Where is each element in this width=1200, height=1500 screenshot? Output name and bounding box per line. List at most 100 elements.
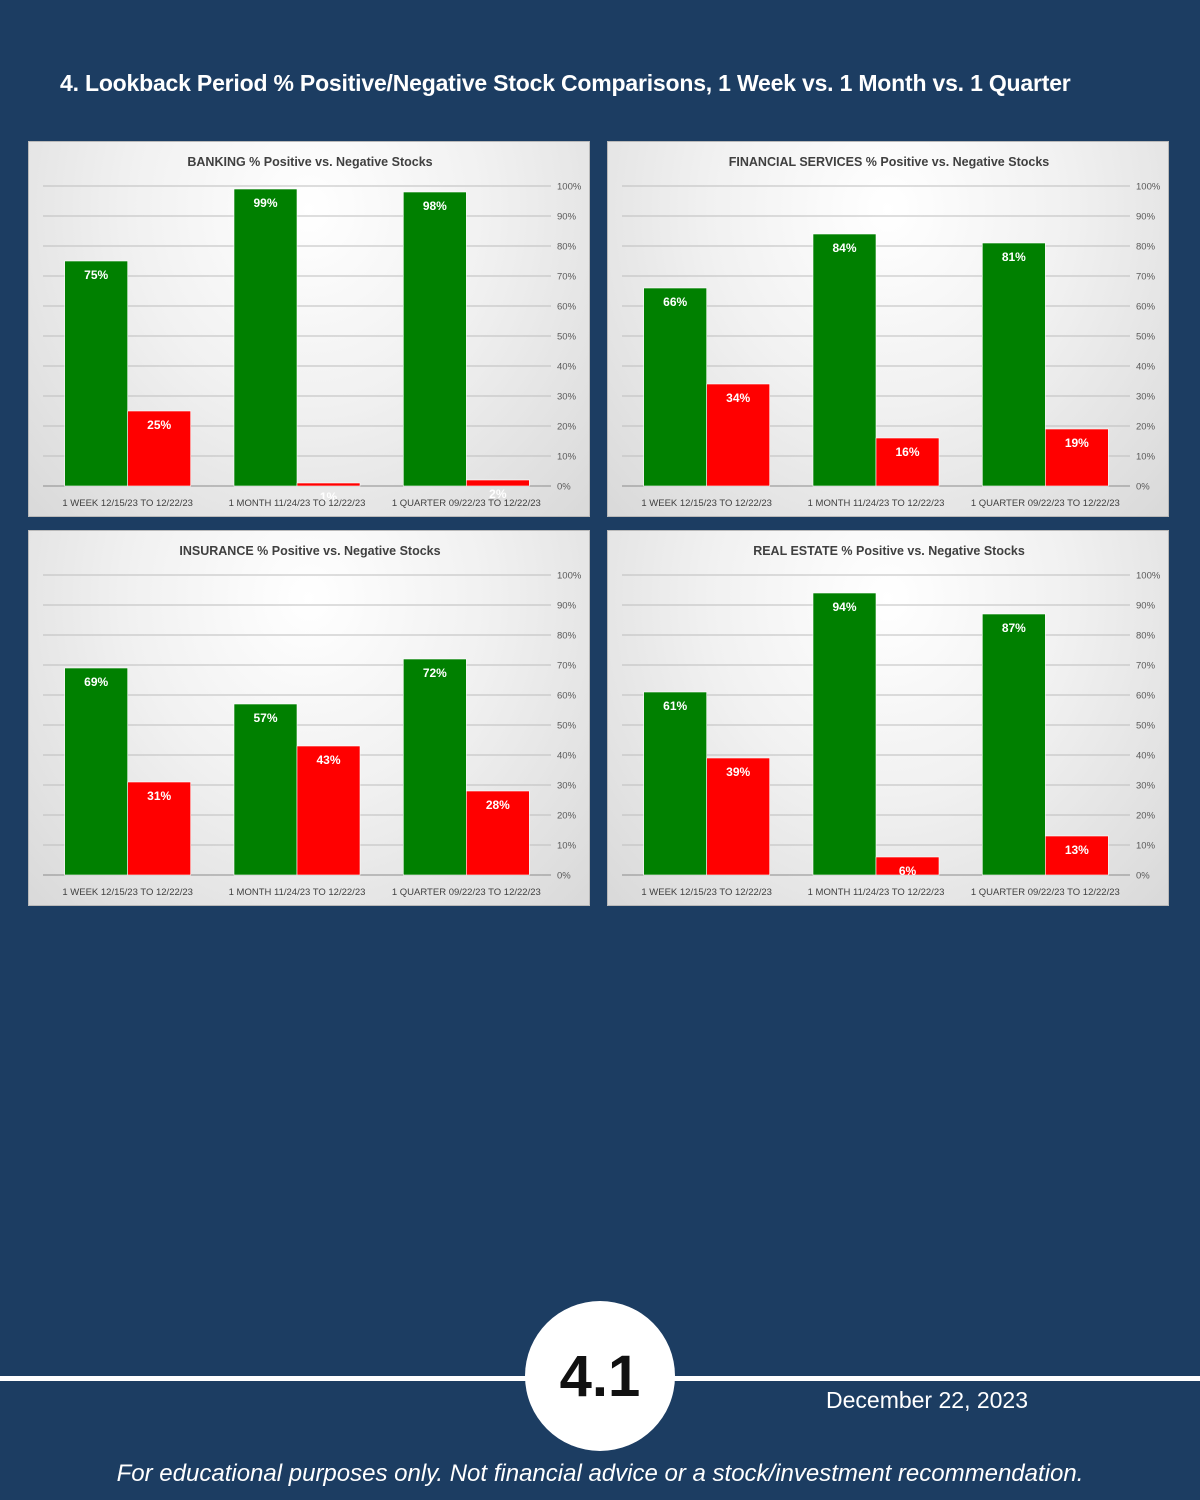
data-label: 6% [899,864,917,878]
y-tick-label: 90% [1136,601,1156,612]
y-tick-label: 80% [557,242,577,253]
positive-bar [812,233,877,487]
y-tick-label: 30% [1136,392,1156,403]
positive-bar [982,242,1046,487]
negative-bar [706,383,770,487]
y-tick-label: 50% [557,721,577,732]
data-label: 19% [1065,436,1089,450]
y-tick-label: 60% [1136,302,1156,313]
x-tick-label: 1 QUARTER 09/22/23 TO 12/22/23 [392,887,541,898]
y-tick-label: 10% [557,841,577,852]
x-tick-label: 1 QUARTER 09/22/23 TO 12/22/23 [971,887,1120,898]
data-label: 28% [486,798,510,812]
x-tick-label: 1 WEEK 12/15/23 TO 12/22/23 [641,498,772,509]
x-tick-label: 1 MONTH 11/24/23 TO 12/22/23 [808,887,945,898]
y-tick-label: 50% [557,332,577,343]
positive-bar [643,287,707,487]
negative-bar [296,745,361,876]
data-label: 87% [1002,621,1026,635]
y-tick-label: 20% [557,811,577,822]
data-label: 2% [489,487,507,501]
chart-panel-banking: BANKING % Positive vs. Negative Stocks 0%… [28,141,590,517]
negative-bar [466,479,530,487]
x-tick-label: 1 WEEK 12/15/23 TO 12/22/23 [641,887,772,898]
chart-svg: FINANCIAL SERVICES % Positive vs. Negati… [622,155,1161,509]
data-label: 25% [147,418,171,432]
y-tick-label: 50% [1136,721,1156,732]
y-tick-label: 100% [1136,182,1161,193]
data-label: 66% [663,295,687,309]
y-tick-label: 0% [1136,871,1150,882]
y-tick-label: 90% [557,212,577,223]
y-tick-label: 80% [557,631,577,642]
y-tick-label: 10% [1136,841,1156,852]
y-tick-label: 30% [1136,781,1156,792]
report-date: December 22, 2023 [826,1387,1029,1413]
y-tick-label: 10% [1136,452,1156,463]
chart-title: BANKING % Positive vs. Negative Stocks [187,155,432,169]
chart-title: INSURANCE % Positive vs. Negative Stocks [179,544,440,558]
data-label: 98% [423,199,447,213]
data-label: 75% [84,268,108,282]
data-label: 84% [832,241,856,255]
positive-bar [64,260,128,487]
y-tick-label: 60% [557,691,577,702]
y-tick-label: 70% [1136,272,1156,283]
negative-bar [875,437,940,487]
x-tick-label: 1 MONTH 11/24/23 TO 12/22/23 [808,498,945,509]
negative-bar [875,856,940,876]
chart-panel-financial-services: FINANCIAL SERVICES % Positive vs. Negati… [607,141,1169,517]
positive-bar [403,658,467,876]
x-tick-label: 1 WEEK 12/15/23 TO 12/22/23 [62,887,193,898]
y-tick-label: 30% [557,392,577,403]
data-label: 99% [253,196,277,210]
chart-panel-insurance: INSURANCE % Positive vs. Negative Stocks… [28,530,590,906]
positive-bar [982,613,1046,876]
y-tick-label: 70% [1136,661,1156,672]
y-tick-label: 10% [557,452,577,463]
y-tick-label: 100% [557,571,582,582]
data-label: 16% [895,445,919,459]
chart-panel-real-estate: REAL ESTATE % Positive vs. Negative Stoc… [607,530,1169,906]
positive-bar [233,188,298,487]
y-tick-label: 70% [557,661,577,672]
y-tick-label: 40% [557,751,577,762]
y-tick-label: 50% [1136,332,1156,343]
y-tick-label: 80% [1136,631,1156,642]
y-tick-label: 20% [1136,422,1156,433]
positive-bar [64,667,128,876]
data-label: 34% [726,391,750,405]
chart-svg: BANKING % Positive vs. Negative Stocks 0%… [43,155,582,509]
y-tick-label: 80% [1136,242,1156,253]
y-tick-label: 40% [1136,751,1156,762]
data-label: 81% [1002,250,1026,264]
data-label: 57% [253,711,277,725]
negative-bar [127,410,191,487]
chart-title: REAL ESTATE % Positive vs. Negative Stoc… [753,544,1025,558]
data-label: 39% [726,765,750,779]
x-tick-label: 1 WEEK 12/15/23 TO 12/22/23 [62,498,193,509]
y-tick-label: 60% [1136,691,1156,702]
data-label: 1% [320,490,338,504]
x-tick-label: 1 MONTH 11/24/23 TO 12/22/23 [229,498,366,509]
y-tick-label: 100% [557,182,582,193]
negative-bar [127,781,191,876]
y-tick-label: 60% [557,302,577,313]
negative-bar [296,482,361,487]
y-tick-label: 70% [557,272,577,283]
x-tick-label: 1 MONTH 11/24/23 TO 12/22/23 [229,887,366,898]
positive-bar [233,703,298,876]
y-tick-label: 0% [557,482,571,493]
x-tick-label: 1 QUARTER 09/22/23 TO 12/22/23 [392,498,541,509]
y-tick-label: 90% [557,601,577,612]
data-label: 94% [832,600,856,614]
negative-bar [466,790,530,876]
y-tick-label: 40% [1136,362,1156,373]
negative-bar [1045,428,1109,487]
positive-bar [812,592,877,876]
disclaimer: For educational purposes only. Not finan… [116,1460,1084,1487]
y-tick-label: 0% [1136,482,1150,493]
chart-title: FINANCIAL SERVICES % Positive vs. Negati… [729,155,1050,169]
page-title: 4. Lookback Period % Positive/Negative S… [60,70,1071,96]
y-tick-label: 0% [557,871,571,882]
